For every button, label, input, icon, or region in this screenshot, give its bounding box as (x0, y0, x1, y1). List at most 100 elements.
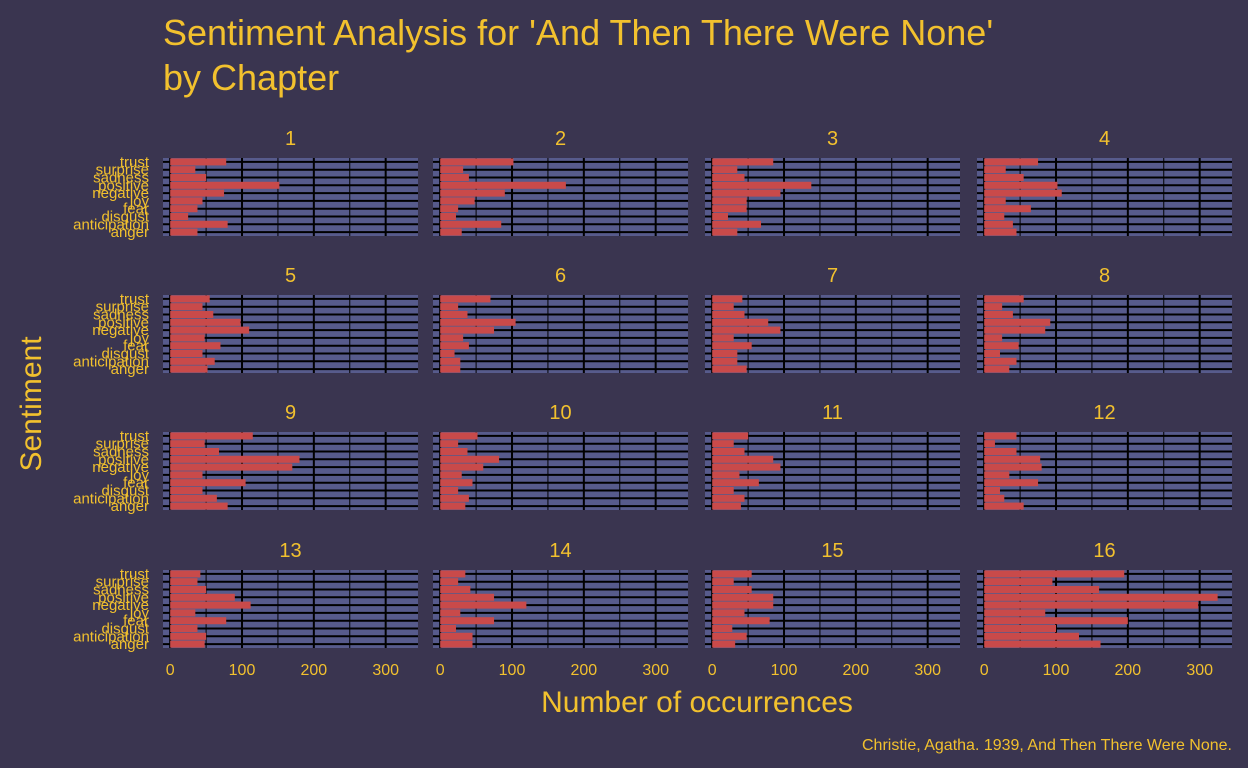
y-tick-label-disgust: disgust (101, 209, 149, 226)
panel-background (433, 570, 688, 648)
bar-joy (712, 471, 740, 479)
bar-positive (170, 455, 300, 463)
bar-anticipation (984, 357, 1017, 365)
y-tick-label-surprise: surprise (96, 162, 149, 179)
bar-anger (440, 228, 462, 236)
bar-surprise (170, 440, 205, 448)
bar-sadness (984, 585, 1100, 594)
panel-background (433, 432, 688, 510)
bar-sadness (440, 173, 469, 182)
bar-joy (984, 471, 1010, 479)
x-tick-label-300: 300 (1186, 662, 1213, 679)
bar-positive (440, 318, 516, 326)
bar-anticipation (712, 357, 738, 365)
bar-disgust (440, 486, 459, 495)
y-tick-label-joy: joy (129, 467, 150, 484)
facet-label: 16 (1093, 540, 1115, 562)
bar-positive (712, 181, 812, 189)
panel-background (705, 570, 960, 648)
bar-sadness (440, 585, 471, 594)
facet-panel-11: 11 (705, 402, 960, 510)
x-tick-label-300: 300 (642, 662, 669, 679)
y-tick-label-surprise: surprise (96, 299, 149, 316)
facet-panels: 1angeranticipationdisgustfearjoynegative… (73, 128, 1232, 679)
bar-trust (440, 158, 514, 166)
y-tick-label-anger: anger (111, 636, 149, 653)
y-tick-label-trust: trust (120, 428, 150, 445)
bar-fear (170, 205, 198, 213)
bar-negative (712, 463, 781, 471)
y-axis-title: Sentiment (15, 336, 48, 472)
bar-sadness (440, 447, 468, 456)
bar-sadness (712, 585, 752, 594)
y-tick-label-negative: negative (92, 597, 149, 614)
bar-fear (170, 342, 221, 350)
bar-sadness (984, 310, 1013, 319)
bar-negative (712, 601, 774, 609)
bar-trust (712, 432, 749, 440)
facet-label: 9 (285, 402, 296, 424)
bar-joy (440, 471, 462, 479)
bar-negative (440, 463, 484, 471)
x-tick-label-0: 0 (166, 662, 175, 679)
y-tick-label-trust: trust (120, 291, 150, 308)
bar-fear (984, 205, 1031, 213)
bar-anticipation (712, 632, 747, 640)
y-tick-label-positive: positive (98, 314, 149, 331)
y-tick-label-sadness: sadness (93, 582, 149, 599)
facet-label: 1 (285, 128, 296, 150)
facet-label: 4 (1099, 128, 1110, 150)
bar-anticipation (170, 494, 217, 502)
bar-surprise (984, 578, 1053, 586)
bar-fear (440, 205, 459, 213)
bar-fear (440, 479, 473, 487)
bar-surprise (984, 166, 1006, 174)
bar-sadness (170, 585, 207, 594)
y-tick-label-sadness: sadness (93, 307, 149, 324)
panel-background (977, 295, 1232, 373)
bar-sadness (440, 310, 468, 319)
bar-fear (712, 479, 759, 487)
bar-disgust (984, 212, 1005, 221)
bar-joy (440, 197, 475, 205)
facet-panel-3: 3 (705, 128, 960, 236)
bar-joy (170, 197, 203, 205)
facet-panel-1: 1 angeranticipationdisgustfearjoynegative… (73, 128, 418, 241)
bar-anticipation (440, 220, 502, 228)
bar-positive (712, 318, 769, 326)
y-tick-label-fear: fear (123, 338, 149, 355)
y-tick-label-trust: trust (120, 154, 150, 171)
y-tick-label-anticipation: anticipation (73, 353, 149, 370)
bar-trust (440, 570, 466, 578)
facet-label: 12 (1093, 402, 1115, 424)
y-tick-label-joy: joy (129, 330, 150, 347)
facet-panel-4: 4 (977, 128, 1232, 236)
facet-label: 11 (822, 402, 843, 424)
bar-sadness (712, 173, 745, 182)
bar-surprise (712, 166, 738, 174)
bar-disgust (170, 212, 189, 221)
bar-disgust (984, 486, 1000, 495)
bar-negative (440, 326, 495, 334)
facet-panel-10: 10 (433, 402, 688, 510)
facet-label: 10 (549, 402, 571, 424)
bar-fear (712, 617, 770, 625)
bar-trust (712, 295, 743, 303)
x-tick-label-200: 200 (570, 662, 597, 679)
bar-disgust (440, 212, 456, 221)
bar-surprise (712, 578, 734, 586)
bar-anticipation (170, 357, 215, 365)
facet-panel-7: 7 (705, 265, 960, 373)
facet-label: 2 (555, 128, 566, 150)
bar-joy (440, 609, 461, 617)
bar-surprise (440, 440, 459, 448)
bar-fear (984, 617, 1128, 625)
bar-anticipation (984, 632, 1079, 640)
bar-joy (712, 334, 734, 342)
bar-joy (984, 609, 1046, 617)
facet-label: 14 (549, 540, 571, 562)
bar-disgust (712, 349, 738, 358)
y-tick-label-joy: joy (129, 605, 150, 622)
bar-anger (440, 365, 461, 373)
